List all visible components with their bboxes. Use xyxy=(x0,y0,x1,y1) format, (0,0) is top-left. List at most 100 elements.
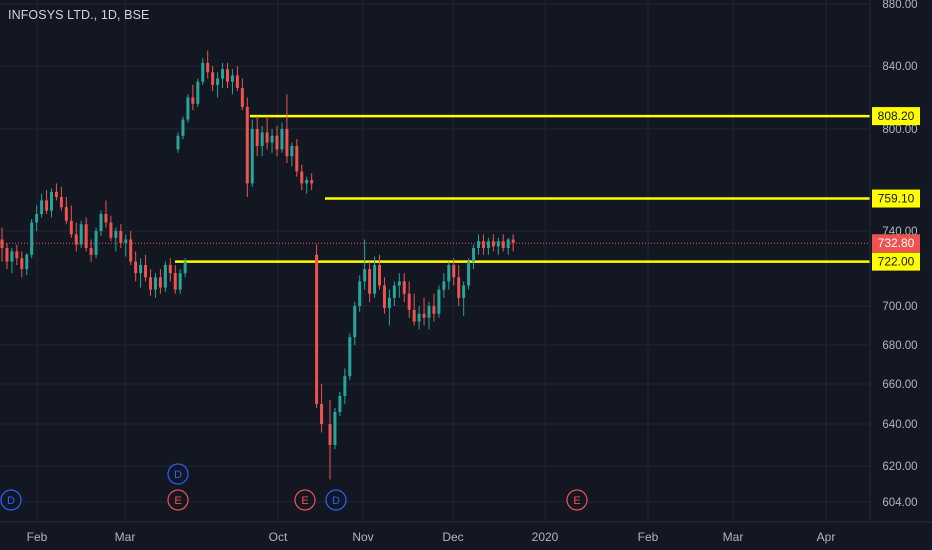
candle xyxy=(328,400,332,480)
candle xyxy=(462,281,466,316)
time-tick-label: Nov xyxy=(352,530,373,544)
candle xyxy=(158,269,162,294)
candle-body xyxy=(275,135,279,150)
candle-body xyxy=(315,254,319,404)
candle-body xyxy=(186,97,190,120)
candle xyxy=(310,173,314,191)
candle-body xyxy=(328,424,332,445)
earnings-marker[interactable]: E xyxy=(294,489,316,511)
candle-body xyxy=(265,132,269,143)
dividend-marker[interactable]: D xyxy=(167,463,189,485)
earnings-marker[interactable]: E xyxy=(167,489,189,511)
candle xyxy=(45,190,49,214)
candle xyxy=(432,293,436,322)
candle xyxy=(134,251,138,282)
candle-body xyxy=(260,132,264,146)
candle xyxy=(79,220,83,248)
candle xyxy=(338,392,342,416)
candle-body xyxy=(270,135,274,143)
candle xyxy=(343,368,347,404)
candle-body xyxy=(221,69,225,79)
dividend-marker[interactable]: D xyxy=(325,489,347,511)
candle xyxy=(486,237,490,255)
candle-body xyxy=(149,277,152,290)
candle-body xyxy=(196,81,200,104)
candle xyxy=(149,269,152,296)
level-badge-label: 759.10 xyxy=(878,192,915,206)
candle-body xyxy=(358,281,362,306)
candle-body xyxy=(59,197,63,208)
candle-body xyxy=(506,239,510,248)
candle-body xyxy=(250,129,254,184)
candle-body xyxy=(486,241,490,248)
candle xyxy=(481,234,485,255)
marker-circle xyxy=(0,489,22,511)
candle xyxy=(295,139,299,177)
candle-body xyxy=(144,265,148,278)
horizontal-levels[interactable] xyxy=(0,114,870,263)
earnings-marker[interactable]: E xyxy=(566,489,588,511)
candle xyxy=(84,217,88,252)
candle xyxy=(176,132,180,153)
candle xyxy=(104,200,108,228)
candle xyxy=(163,261,167,292)
candle-body xyxy=(496,241,500,247)
price-tick-label: 620.00 xyxy=(882,461,917,473)
marker-label: D xyxy=(332,495,340,507)
candle-body xyxy=(124,239,128,243)
candle-body xyxy=(45,200,49,211)
candle-body xyxy=(382,285,386,308)
candle-body xyxy=(35,214,39,223)
candle xyxy=(285,94,289,163)
candle-body xyxy=(402,281,406,294)
candle xyxy=(40,193,44,218)
marker-label: D xyxy=(174,469,182,481)
candle-body xyxy=(437,289,441,314)
candle xyxy=(178,269,182,294)
candle xyxy=(477,234,480,255)
marker-label: E xyxy=(174,495,181,507)
candle xyxy=(173,265,177,294)
level-badge-label: 722.00 xyxy=(878,255,915,269)
candle xyxy=(74,222,78,252)
candle-body xyxy=(20,258,24,270)
candle-body xyxy=(300,171,304,184)
candle xyxy=(333,408,337,450)
price-tick-label: 660.00 xyxy=(882,379,917,391)
candle xyxy=(245,97,249,197)
candle-body xyxy=(373,265,377,294)
candle-body xyxy=(25,254,29,270)
candle xyxy=(427,301,431,330)
candle-body xyxy=(368,269,372,294)
price-tick-label: 680.00 xyxy=(882,340,917,352)
candle xyxy=(221,62,225,89)
dividend-marker[interactable]: D xyxy=(0,489,22,511)
candle xyxy=(114,227,118,252)
candle xyxy=(109,215,113,242)
price-axis[interactable]: 880.00840.00800.00740.00720.00700.00680.… xyxy=(872,0,920,509)
time-tick-label: Feb xyxy=(27,530,48,544)
candle xyxy=(422,297,426,326)
marker-circle xyxy=(325,489,347,511)
candle xyxy=(10,248,14,274)
candle-body xyxy=(119,231,123,243)
candle xyxy=(20,251,24,278)
marker-label: D xyxy=(7,495,15,507)
candle xyxy=(511,234,515,252)
candle xyxy=(382,277,386,314)
candle-body xyxy=(15,251,19,259)
candle-body xyxy=(84,224,88,248)
candle xyxy=(89,239,93,262)
candle xyxy=(50,188,53,218)
candle-body xyxy=(442,281,446,290)
candle xyxy=(191,84,195,111)
time-axis[interactable]: Feb Mar Oct Nov Dec 2020 Feb Mar Apr xyxy=(27,530,836,544)
candle-body xyxy=(392,285,396,298)
candle-body xyxy=(363,269,367,282)
candle-body xyxy=(64,207,68,221)
candle xyxy=(129,231,133,265)
candle-body xyxy=(310,180,314,184)
marker-circle xyxy=(167,489,189,511)
candle-body xyxy=(353,306,357,338)
